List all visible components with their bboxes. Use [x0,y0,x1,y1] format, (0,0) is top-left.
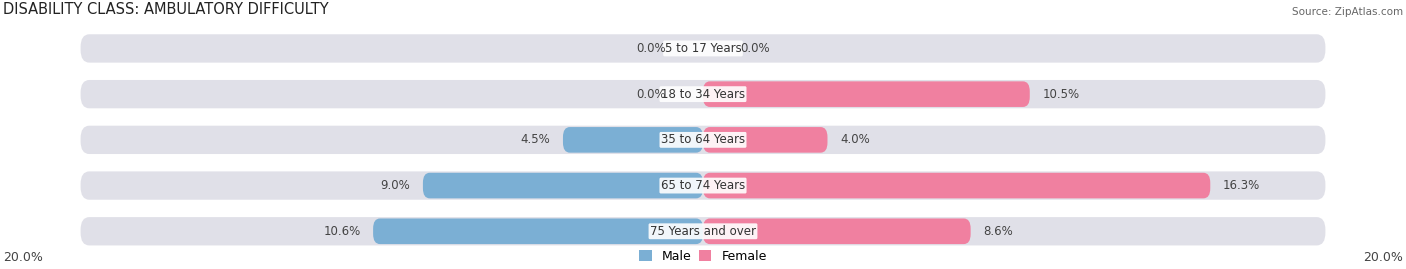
FancyBboxPatch shape [373,218,703,244]
Text: 4.0%: 4.0% [839,133,870,146]
Text: 0.0%: 0.0% [636,88,665,101]
Text: 16.3%: 16.3% [1223,179,1260,192]
Text: 0.0%: 0.0% [741,42,770,55]
Text: 4.5%: 4.5% [520,133,551,146]
Text: 35 to 64 Years: 35 to 64 Years [661,133,745,146]
Text: 20.0%: 20.0% [3,251,42,264]
FancyBboxPatch shape [80,126,1326,154]
Text: 10.5%: 10.5% [1042,88,1080,101]
Text: DISABILITY CLASS: AMBULATORY DIFFICULTY: DISABILITY CLASS: AMBULATORY DIFFICULTY [3,2,329,17]
FancyBboxPatch shape [80,171,1326,200]
Text: 18 to 34 Years: 18 to 34 Years [661,88,745,101]
FancyBboxPatch shape [703,173,1211,198]
FancyBboxPatch shape [80,34,1326,63]
FancyBboxPatch shape [703,218,970,244]
FancyBboxPatch shape [80,80,1326,108]
FancyBboxPatch shape [80,217,1326,245]
FancyBboxPatch shape [703,81,1029,107]
Text: 10.6%: 10.6% [323,225,361,238]
Text: 0.0%: 0.0% [636,42,665,55]
Text: 5 to 17 Years: 5 to 17 Years [665,42,741,55]
Legend: Male, Female: Male, Female [634,245,772,268]
Text: 8.6%: 8.6% [983,225,1012,238]
Text: 20.0%: 20.0% [1364,251,1403,264]
FancyBboxPatch shape [562,127,703,153]
Text: 9.0%: 9.0% [381,179,411,192]
FancyBboxPatch shape [703,127,828,153]
FancyBboxPatch shape [423,173,703,198]
Text: 65 to 74 Years: 65 to 74 Years [661,179,745,192]
Text: 75 Years and over: 75 Years and over [650,225,756,238]
Text: Source: ZipAtlas.com: Source: ZipAtlas.com [1292,7,1403,17]
